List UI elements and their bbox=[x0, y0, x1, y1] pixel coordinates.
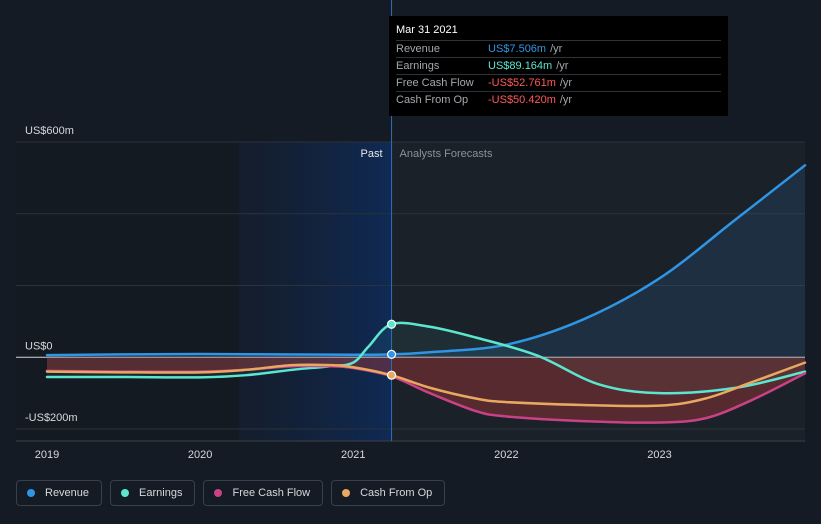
earnings-marker bbox=[386, 319, 397, 329]
tooltip-row-cash-from-op: Cash From Op -US$50.420m /yr bbox=[396, 91, 721, 108]
revenue-dot-icon bbox=[27, 489, 35, 497]
x-tick-label: 2020 bbox=[188, 449, 212, 461]
legend-label: Free Cash Flow bbox=[232, 487, 311, 499]
x-tick-label: 2022 bbox=[494, 449, 518, 461]
forecast-label: Analysts Forecasts bbox=[400, 148, 493, 160]
free-cash-flow-dot-icon bbox=[214, 489, 223, 497]
series-lines bbox=[45, 164, 807, 424]
revenue-marker bbox=[386, 349, 397, 359]
tooltip: Mar 31 2021 Revenue US$7.506m /yr Earnin… bbox=[389, 16, 728, 116]
tooltip-row-free-cash-flow: Free Cash Flow -US$52.761m /yr bbox=[396, 74, 721, 91]
earnings-line bbox=[45, 321, 807, 395]
plot-background-left bbox=[16, 142, 239, 441]
tooltip-value: US$7.506m bbox=[488, 43, 547, 55]
past-label: Past bbox=[361, 148, 383, 160]
series-markers bbox=[386, 319, 397, 380]
legend-item-free-cash-flow[interactable]: Free Cash Flow bbox=[203, 480, 324, 506]
tooltip-date: Mar 31 2021 bbox=[396, 24, 458, 36]
cash-from-op-marker bbox=[386, 370, 397, 380]
tooltip-value: -US$52.761m bbox=[488, 77, 556, 89]
tooltip-label: Free Cash Flow bbox=[396, 77, 474, 89]
legend-item-earnings[interactable]: Earnings bbox=[110, 480, 196, 506]
tooltip-row-earnings: Earnings US$89.164m /yr bbox=[396, 57, 721, 74]
tooltip-label: Revenue bbox=[396, 43, 441, 55]
legend-label: Earnings bbox=[139, 487, 183, 499]
axis-labels: 2019 2020 2021 2022 2023 US$600m US$0 -US$200m bbox=[25, 125, 672, 461]
legend-item-cash-from-op[interactable]: Cash From Op bbox=[331, 480, 446, 506]
legend-label: Revenue bbox=[45, 487, 90, 499]
tooltip-unit: /yr bbox=[550, 43, 563, 55]
tooltip-label: Cash From Op bbox=[396, 94, 469, 106]
tooltip-row-revenue: Revenue US$7.506m /yr bbox=[396, 40, 721, 57]
legend-item-revenue[interactable]: Revenue bbox=[16, 480, 103, 506]
x-tick-label: 2019 bbox=[35, 449, 59, 461]
cash-from-op-dot-icon bbox=[342, 489, 351, 497]
x-tick-label: 2021 bbox=[341, 449, 365, 461]
tooltip-label: Earnings bbox=[396, 60, 440, 72]
y-tick-label: US$0 bbox=[25, 340, 53, 352]
legend: Revenue Earnings Free Cash Flow Cash Fro… bbox=[16, 480, 446, 506]
forecast-background bbox=[391, 142, 805, 441]
x-tick-label: 2023 bbox=[647, 449, 671, 461]
cash-from-op-line bbox=[45, 361, 807, 408]
tooltip-unit: /yr bbox=[556, 60, 569, 72]
past-highlight-band bbox=[238, 142, 392, 441]
y-tick-label: US$600m bbox=[25, 125, 74, 137]
tooltip-value: -US$50.420m bbox=[488, 94, 556, 106]
tooltip-value: US$89.164m bbox=[488, 60, 553, 72]
tooltip-unit: /yr bbox=[559, 77, 573, 89]
y-tick-label: -US$200m bbox=[25, 412, 78, 424]
legend-label: Cash From Op bbox=[360, 487, 433, 499]
earnings-dot-icon bbox=[121, 489, 130, 497]
grid-lines bbox=[16, 141, 805, 442]
revenue-area bbox=[47, 165, 805, 358]
tooltip-unit: /yr bbox=[559, 94, 573, 106]
revenue-line bbox=[45, 164, 807, 357]
